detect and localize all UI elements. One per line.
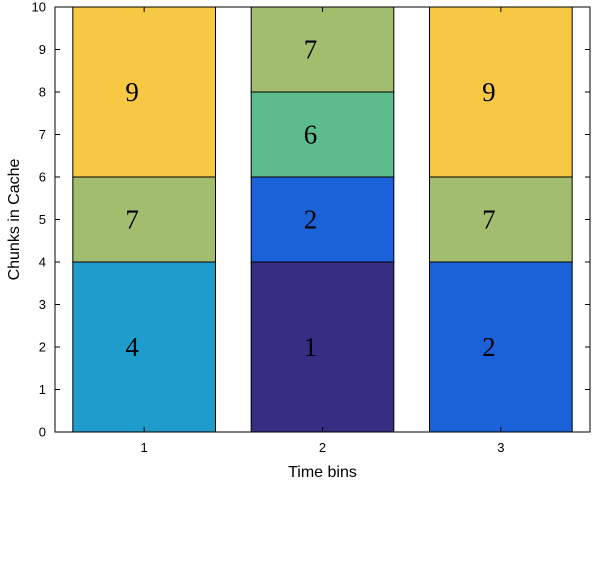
bar-segment xyxy=(250,6,395,93)
segment-label: 2 xyxy=(482,332,496,362)
y-tick-label: 6 xyxy=(39,170,46,185)
segment-label: 7 xyxy=(482,205,496,235)
bar-segment xyxy=(250,261,395,433)
segment-label: 7 xyxy=(304,35,318,65)
segment-label: 9 xyxy=(482,77,496,107)
bar-segment xyxy=(429,261,573,433)
y-tick-label: 7 xyxy=(39,127,46,142)
y-tick-label: 5 xyxy=(39,212,46,227)
x-tick-label: 1 xyxy=(141,440,148,455)
y-tick-label: 1 xyxy=(39,382,46,397)
y-tick-label: 3 xyxy=(39,297,46,312)
axis-layer: 0 1 2 3 4 5 6 7 8 9 10 1 2 3 xyxy=(32,0,590,455)
bar-segment xyxy=(429,6,573,178)
x-axis-title: Time bins xyxy=(288,464,357,481)
bar-segment xyxy=(250,91,395,178)
bar-segment xyxy=(72,6,217,178)
bar-3: 2 7 9 xyxy=(429,6,573,433)
y-tick-label: 2 xyxy=(39,340,46,355)
bars-layer: 4 7 9 1 2 6 7 2 7 9 xyxy=(72,6,573,433)
x-tick-label: 3 xyxy=(497,440,504,455)
y-tick-label: 9 xyxy=(39,42,46,57)
segment-label: 4 xyxy=(125,332,139,362)
segment-label: 2 xyxy=(304,205,318,235)
y-tick-label: 4 xyxy=(39,255,46,270)
bar-segment xyxy=(72,261,217,433)
segment-label: 1 xyxy=(304,332,318,362)
y-tick-label: 10 xyxy=(32,0,46,15)
bar-segment xyxy=(429,176,573,263)
bar-segment xyxy=(250,176,395,263)
bar-1: 4 7 9 xyxy=(72,6,217,433)
y-tick-label: 0 xyxy=(39,425,46,440)
x-tick-label: 2 xyxy=(319,440,326,455)
segment-label: 7 xyxy=(125,205,139,235)
bar-segment xyxy=(72,176,217,263)
segment-label: 6 xyxy=(304,120,318,150)
segment-label: 9 xyxy=(125,77,139,107)
bar-2: 1 2 6 7 xyxy=(250,6,395,433)
y-tick-label: 8 xyxy=(39,85,46,100)
y-axis-title: Chunks in Cache xyxy=(6,158,23,280)
